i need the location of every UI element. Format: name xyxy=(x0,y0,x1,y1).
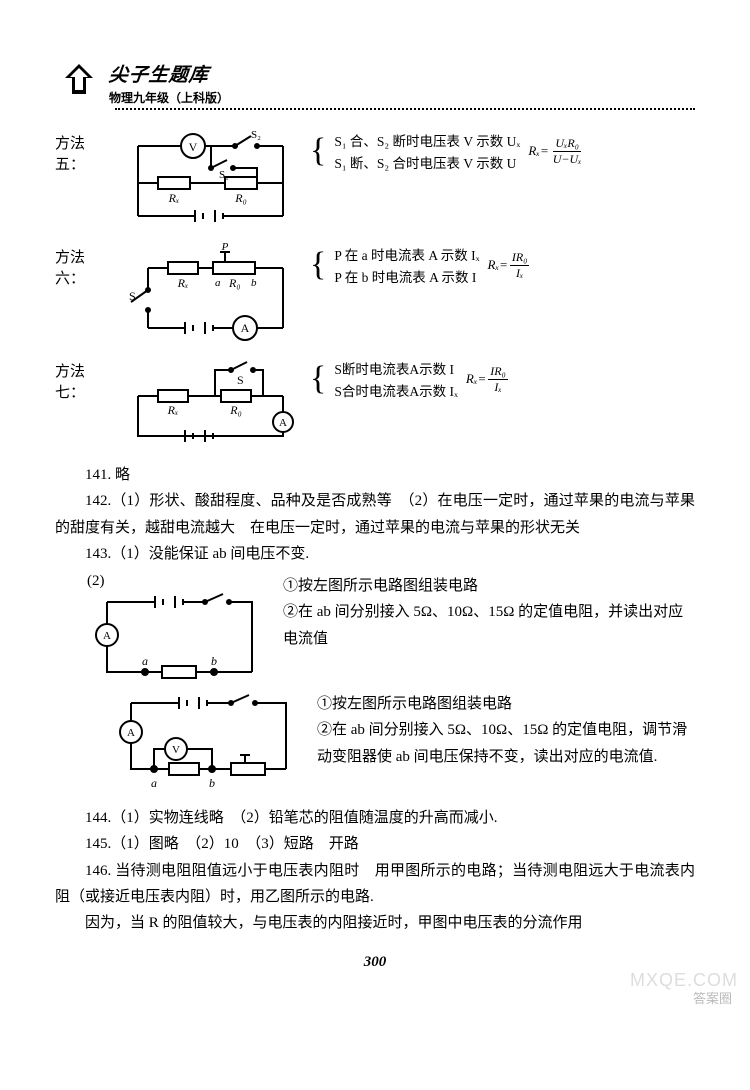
method-6-line1: P 在 a 时电流表 A 示数 Iₓ xyxy=(334,244,479,264)
svg-text:P: P xyxy=(221,242,229,253)
svg-text:V: V xyxy=(172,744,180,756)
svg-text:S₂: S₂ xyxy=(251,129,261,141)
svg-text:Rₓ: Rₓ xyxy=(177,276,189,290)
answer-143-2-text: ①按左图所示电路图组装电路 ②在 ab 间分别接入 5Ω、10Ω、15Ω 的定值… xyxy=(283,573,695,652)
header-divider xyxy=(115,108,695,110)
method-7-formula: Rₓ= IR₀Iₓ xyxy=(466,364,508,395)
method-6-formula: Rₓ= IR₀Iₓ xyxy=(488,250,530,281)
method-7-diagram: S Rₓ R₀ A xyxy=(123,356,298,448)
answer-146: 146. 当待测电阻阻值远小于电压表内阻时 用甲图所示的电路；当待测电阻远大于电… xyxy=(55,858,695,911)
page-header: 尖子生题库 物理九年级（上科版） xyxy=(55,60,695,110)
method-5-label: 方法五： xyxy=(55,128,111,174)
book-subtitle: 物理九年级（上科版） xyxy=(109,89,229,106)
method-6-diagram: Rₓ P a R₀ b S A xyxy=(123,242,298,342)
method-6-line2: P 在 b 时电流表 A 示数 I xyxy=(334,266,479,286)
svg-text:S: S xyxy=(237,373,244,387)
svg-text:R₀: R₀ xyxy=(228,276,241,290)
answer-143-1: 143.（1）没能保证 ab 间电压不变. xyxy=(55,541,695,567)
answer-143-2-row: (2) xyxy=(55,573,695,685)
answer-146b: 因为，当 R 的阻值较大，与电压表的内阻接近时，甲图中电压表的分流作用 xyxy=(55,910,695,936)
svg-text:b: b xyxy=(209,776,215,790)
method-5-row: 方法五： xyxy=(55,128,695,228)
page-number: 300 xyxy=(55,954,695,971)
svg-text:A: A xyxy=(103,630,111,642)
svg-text:A: A xyxy=(127,727,135,739)
method-6-label: 方法六： xyxy=(55,242,111,288)
svg-text:a: a xyxy=(151,776,157,790)
method-7-line1: S断时电流表A示数 I xyxy=(334,358,458,378)
answer-143-3-text: ①按左图所示电路图组装电路 ②在 ab 间分别接入 5Ω、10Ω、15Ω 的定值… xyxy=(317,691,695,770)
svg-text:b: b xyxy=(211,654,217,668)
svg-text:b: b xyxy=(251,277,257,289)
svg-text:R₀: R₀ xyxy=(229,403,242,417)
svg-text:a: a xyxy=(215,277,221,289)
corner-badge: 答案圈 xyxy=(693,988,732,1007)
svg-text:S₁: S₁ xyxy=(219,169,229,181)
diagram-143-2b: A V a b xyxy=(111,691,301,799)
brace-icon: { xyxy=(310,136,326,167)
method-7-row: 方法七： xyxy=(55,356,695,448)
method-5-formula: Rₓ= UₓR₀U−Uₓ xyxy=(528,136,583,167)
answer-143-2-label: (2) xyxy=(87,573,105,590)
answer-143-3-row: A V a b ①按左图所示电路图组装电路 ②在 ab 间分别接入 5Ω、10Ω… xyxy=(55,691,695,799)
answer-141: 141. 略 xyxy=(55,462,695,488)
svg-text:Rₓ: Rₓ xyxy=(168,191,180,205)
method-5-diagram: V S₂ S₁ Rₓ R₀ xyxy=(123,128,298,228)
answer-144: 144.（1）实物连线略 （2）铅笔芯的阻值随温度的升高而减小. xyxy=(55,805,695,831)
answer-145: 145.（1）图略 （2）10 （3）短路 开路 xyxy=(55,831,695,857)
svg-text:S: S xyxy=(129,289,136,303)
svg-text:Rₓ: Rₓ xyxy=(167,403,179,417)
svg-text:A: A xyxy=(241,321,250,335)
method-5-line2: S₁ 断、S₂ 合时电压表 V 示数 U xyxy=(334,152,520,172)
method-6-row: 方法六： xyxy=(55,242,695,342)
method-5-line1: S₁ 合、S₂ 断时电压表 V 示数 Uₓ xyxy=(334,130,520,150)
brace-icon: { xyxy=(310,250,326,281)
diagram-143-2a: A a b xyxy=(87,590,267,685)
brace-icon: { xyxy=(310,364,326,395)
method-7-label: 方法七： xyxy=(55,356,111,402)
svg-text:a: a xyxy=(142,654,148,668)
arrow-icon xyxy=(55,60,101,105)
svg-text:A: A xyxy=(279,417,287,429)
svg-text:V: V xyxy=(189,140,198,154)
svg-text:R₀: R₀ xyxy=(234,191,247,205)
method-7-line2: S合时电流表A示数 Iₓ xyxy=(334,380,458,400)
answer-142: 142.（1）形状、酸甜程度、品种及是否成熟等 （2）在电压一定时，通过苹果的电… xyxy=(55,488,695,541)
book-title: 尖子生题库 xyxy=(108,60,211,87)
